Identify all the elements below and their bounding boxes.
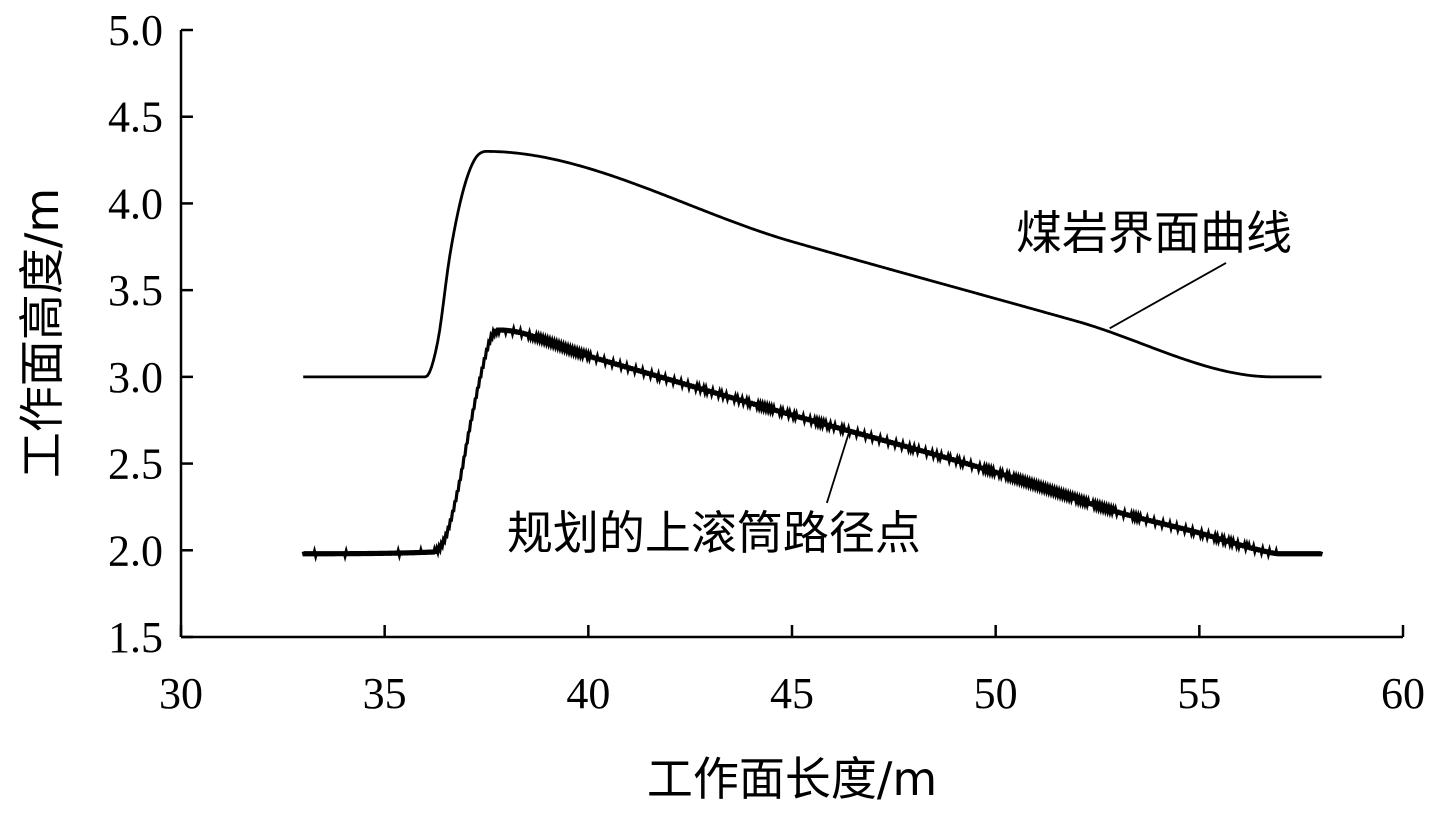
x-tick-label: 60 — [1381, 669, 1425, 718]
series-line-coal-rock-interface — [303, 149, 1322, 379]
series-points-planned-drum-path — [301, 322, 1324, 563]
annotation-leader-line — [826, 432, 850, 504]
x-axis-title: 工作面长度/m — [647, 752, 937, 806]
x-tick-label: 30 — [159, 669, 203, 718]
axes: 30 35 40 45 50 55 60 1.5 2.0 2.5 3.0 3.5 4.0 4.5 5.0 — [108, 6, 1425, 718]
x-tick-label: 35 — [363, 669, 407, 718]
annotation-label: 规划的上滚筒路径点 — [507, 506, 921, 560]
annotation-leader-line — [1109, 262, 1227, 330]
y-tick-label: 4.5 — [108, 93, 163, 142]
x-tick-label: 55 — [1177, 669, 1221, 718]
y-tick-label: 5.0 — [108, 6, 163, 55]
y-tick-label: 2.5 — [108, 440, 163, 489]
x-tick-label: 45 — [770, 669, 814, 718]
y-tick-label: 3.0 — [108, 353, 163, 402]
y-tick-label: 2.0 — [108, 526, 163, 575]
y-tick-label: 4.0 — [108, 179, 163, 228]
x-tick-label: 50 — [974, 669, 1018, 718]
y-tick-label: 3.5 — [108, 266, 163, 315]
annotation-label: 煤岩界面曲线 — [1016, 206, 1292, 260]
x-tick-label: 40 — [566, 669, 610, 718]
y-axis-title: 工作面高度/m — [15, 188, 69, 478]
series-layer — [301, 149, 1324, 563]
y-tick-label: 1.5 — [108, 613, 163, 662]
